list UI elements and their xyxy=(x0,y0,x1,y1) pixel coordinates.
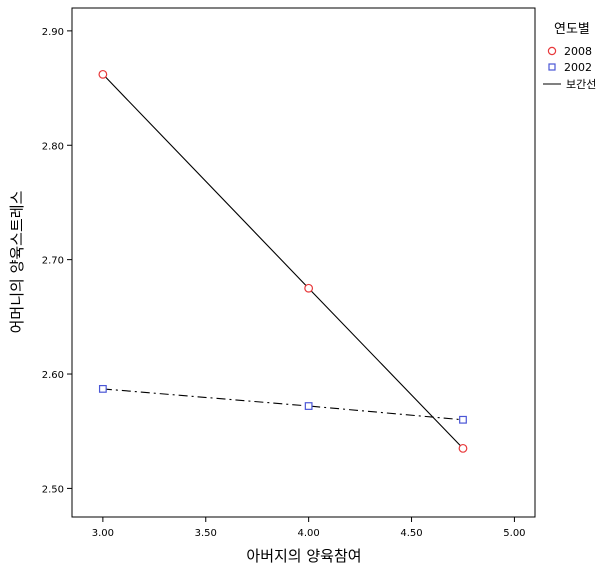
legend: 연도별 2008 2002 보간선 xyxy=(543,22,596,91)
point-2008 xyxy=(458,443,468,453)
x-tick-label: 3.50 xyxy=(195,528,217,539)
interpolation-line-2002 xyxy=(102,388,464,421)
legend-marker-2002 xyxy=(548,63,556,71)
data-points xyxy=(98,69,468,453)
y-tick-label: 2.90 xyxy=(42,27,64,38)
point-2002 xyxy=(98,384,107,393)
legend-marker-2008 xyxy=(547,46,557,56)
x-tick-label: 4.50 xyxy=(400,528,422,539)
y-axis: 2.50 2.60 2.70 2.80 2.90 xyxy=(42,27,72,495)
y-tick-label: 2.50 xyxy=(42,484,64,495)
point-2002 xyxy=(304,402,313,410)
plot-frame xyxy=(71,7,536,518)
x-tick-label: 3.00 xyxy=(92,528,114,539)
legend-label-interpolation-line: 보간선 xyxy=(566,78,596,91)
point-2002 xyxy=(459,415,467,424)
plot-area-group: 2.50 2.60 2.70 2.80 2.90 3.00 3.50 4.00 4.50 5.0… xyxy=(42,7,536,539)
y-tick-label: 2.80 xyxy=(42,141,64,152)
point-2008 xyxy=(304,283,314,293)
legend-label-2002: 2002 xyxy=(564,61,592,74)
y-axis-title: 어머니의 양육스트레스 xyxy=(8,190,26,333)
y-tick-label: 2.70 xyxy=(42,256,64,267)
legend-title: 연도별 xyxy=(554,22,590,37)
x-axis: 3.00 3.50 4.00 4.50 5.00 xyxy=(92,517,526,539)
interpolation-lines xyxy=(102,73,464,449)
x-tick-label: 5.00 xyxy=(503,528,525,539)
interpolation-line-2008 xyxy=(102,73,464,449)
legend-label-2008: 2008 xyxy=(564,45,592,58)
x-tick-label: 4.00 xyxy=(298,528,320,539)
x-axis-title: 아버지의 양육참여 xyxy=(246,547,361,565)
point-2008 xyxy=(98,69,108,79)
y-tick-label: 2.60 xyxy=(42,370,64,381)
